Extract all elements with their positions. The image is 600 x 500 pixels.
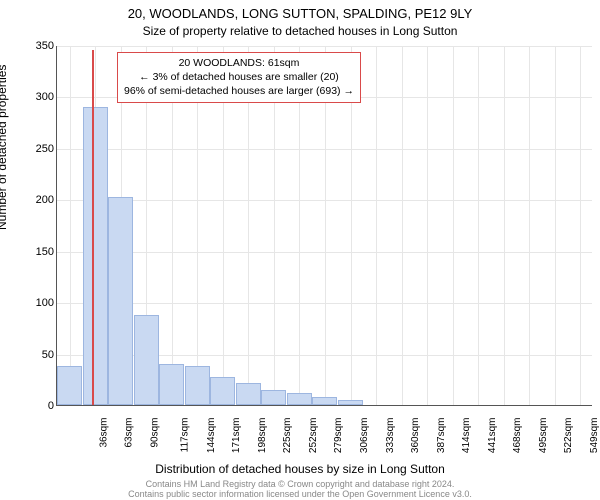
histogram-bar xyxy=(312,397,337,405)
histogram-bar xyxy=(185,366,210,405)
y-axis-label: Number of detached properties xyxy=(0,65,9,230)
plot-area: 20 WOODLANDS: 61sqm← 3% of detached hous… xyxy=(56,46,592,406)
x-tick-label: 252sqm xyxy=(308,418,319,454)
chart-title-sub: Size of property relative to detached ho… xyxy=(0,24,600,38)
x-tick-label: 36sqm xyxy=(98,418,109,448)
x-tick-label: 90sqm xyxy=(149,418,160,448)
histogram-bar xyxy=(159,364,184,405)
histogram-bar xyxy=(83,107,108,405)
y-tick-label: 100 xyxy=(14,297,54,309)
grid-line-v xyxy=(453,46,454,405)
grid-line-v xyxy=(376,46,377,405)
annotation-box: 20 WOODLANDS: 61sqm← 3% of detached hous… xyxy=(117,52,361,103)
histogram-bar xyxy=(236,383,261,405)
x-tick-label: 198sqm xyxy=(257,418,268,454)
histogram-bar xyxy=(338,400,363,405)
x-tick-label: 144sqm xyxy=(206,418,217,454)
y-tick-label: 150 xyxy=(14,246,54,258)
x-tick-label: 387sqm xyxy=(436,418,447,454)
x-tick-label: 63sqm xyxy=(124,418,135,448)
y-tick-label: 250 xyxy=(14,143,54,155)
x-tick-label: 414sqm xyxy=(461,418,472,454)
annotation-line: 96% of semi-detached houses are larger (… xyxy=(124,84,354,98)
grid-line-v xyxy=(70,46,71,405)
histogram-bar xyxy=(261,390,286,405)
x-axis-label: Distribution of detached houses by size … xyxy=(0,462,600,476)
grid-line-v xyxy=(402,46,403,405)
y-tick-label: 200 xyxy=(14,194,54,206)
grid-line-v xyxy=(580,46,581,405)
x-tick-label: 441sqm xyxy=(487,418,498,454)
footer-line1: Contains HM Land Registry data © Crown c… xyxy=(146,479,455,489)
x-tick-label: 171sqm xyxy=(231,418,242,454)
y-tick-label: 50 xyxy=(14,349,54,361)
grid-line-v xyxy=(478,46,479,405)
x-tick-label: 549sqm xyxy=(589,418,600,454)
histogram-bar xyxy=(57,366,82,405)
x-tick-label: 306sqm xyxy=(359,418,370,454)
grid-line-v xyxy=(555,46,556,405)
grid-line-v xyxy=(427,46,428,405)
histogram-bar xyxy=(134,315,159,406)
x-tick-label: 495sqm xyxy=(538,418,549,454)
x-tick-label: 279sqm xyxy=(334,418,345,454)
chart-container: { "title_main": "20, WOODLANDS, LONG SUT… xyxy=(0,0,600,500)
property-marker-line xyxy=(92,50,94,405)
histogram-bar xyxy=(287,393,312,405)
y-tick-label: 350 xyxy=(14,40,54,52)
y-tick-label: 300 xyxy=(14,91,54,103)
x-tick-label: 117sqm xyxy=(180,418,191,453)
x-tick-label: 333sqm xyxy=(385,418,396,454)
grid-line-v xyxy=(529,46,530,405)
x-tick-label: 225sqm xyxy=(283,418,294,454)
x-tick-label: 468sqm xyxy=(512,418,523,454)
grid-line-v xyxy=(504,46,505,405)
annotation-line: ← 3% of detached houses are smaller (20) xyxy=(124,70,354,84)
footer-attribution: Contains HM Land Registry data © Crown c… xyxy=(0,480,600,500)
footer-line2: Contains public sector information licen… xyxy=(128,489,472,499)
x-tick-label: 360sqm xyxy=(410,418,421,454)
annotation-line: 20 WOODLANDS: 61sqm xyxy=(124,56,354,70)
histogram-bar xyxy=(108,197,133,405)
histogram-bar xyxy=(210,377,235,405)
y-tick-label: 0 xyxy=(14,400,54,412)
x-tick-label: 522sqm xyxy=(563,418,574,454)
chart-title-main: 20, WOODLANDS, LONG SUTTON, SPALDING, PE… xyxy=(0,6,600,21)
